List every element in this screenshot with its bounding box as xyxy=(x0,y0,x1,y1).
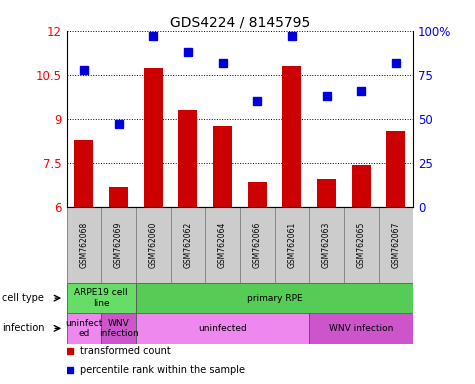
Bar xyxy=(101,207,136,283)
Bar xyxy=(136,313,309,344)
Bar xyxy=(352,165,371,207)
Bar xyxy=(101,313,136,344)
Bar xyxy=(178,110,198,207)
Text: GSM762069: GSM762069 xyxy=(114,222,123,268)
Bar xyxy=(317,179,336,207)
Text: primary RPE: primary RPE xyxy=(247,294,303,303)
Text: uninfect
ed: uninfect ed xyxy=(65,319,103,338)
Bar xyxy=(275,207,309,283)
Text: GSM762066: GSM762066 xyxy=(253,222,262,268)
Bar xyxy=(213,126,232,207)
Text: GSM762062: GSM762062 xyxy=(183,222,192,268)
Bar xyxy=(66,283,136,313)
Bar xyxy=(240,207,275,283)
Bar xyxy=(379,207,413,283)
Bar xyxy=(66,207,101,283)
Text: GSM762060: GSM762060 xyxy=(149,222,158,268)
Bar xyxy=(344,207,379,283)
Text: WNV
infection: WNV infection xyxy=(99,319,138,338)
Text: infection: infection xyxy=(2,323,45,333)
Bar xyxy=(282,66,302,207)
Bar xyxy=(309,313,413,344)
Bar xyxy=(309,207,344,283)
Text: ARPE19 cell
line: ARPE19 cell line xyxy=(75,288,128,308)
Bar xyxy=(171,207,205,283)
Text: GSM762063: GSM762063 xyxy=(322,222,331,268)
Bar xyxy=(205,207,240,283)
Title: GDS4224 / 8145795: GDS4224 / 8145795 xyxy=(170,16,310,30)
Text: percentile rank within the sample: percentile rank within the sample xyxy=(80,365,246,375)
Text: GSM762065: GSM762065 xyxy=(357,222,366,268)
Bar xyxy=(136,207,171,283)
Text: WNV infection: WNV infection xyxy=(329,324,393,333)
Text: GSM762064: GSM762064 xyxy=(218,222,227,268)
Bar xyxy=(143,68,163,207)
Text: cell type: cell type xyxy=(2,293,44,303)
Text: transformed count: transformed count xyxy=(80,346,171,356)
Bar xyxy=(109,187,128,207)
Text: GSM762068: GSM762068 xyxy=(79,222,88,268)
Text: GSM762067: GSM762067 xyxy=(391,222,400,268)
Bar xyxy=(74,140,94,207)
Text: GSM762061: GSM762061 xyxy=(287,222,296,268)
Bar xyxy=(247,182,267,207)
Bar xyxy=(136,283,413,313)
Bar xyxy=(66,313,101,344)
Text: uninfected: uninfected xyxy=(198,324,247,333)
Bar xyxy=(386,131,406,207)
